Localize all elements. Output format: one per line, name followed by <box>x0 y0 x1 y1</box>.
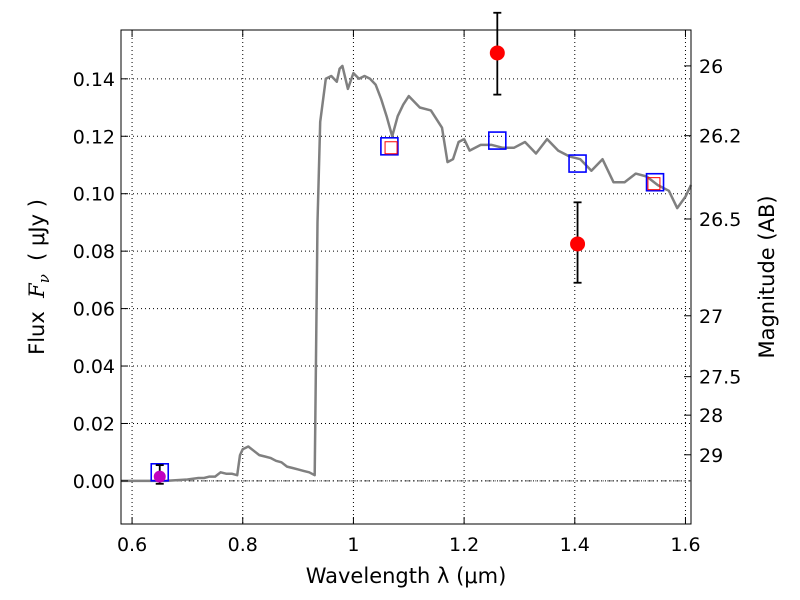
magnitude-tick-label: 28 <box>699 405 723 427</box>
x-tick-labels: 0.6 0.8 1 1.2 1.4 1.6 <box>117 534 701 556</box>
grid-lines <box>121 30 691 524</box>
y-tick-label: 0.04 <box>73 356 115 378</box>
magnitude-tick-labels: 26 26.2 26.5 27 27.5 28 29 <box>699 56 741 467</box>
x-tick-label: 1.4 <box>560 534 590 556</box>
magnitude-tick-label: 26 <box>699 56 723 78</box>
y-tick-label: 0.14 <box>73 69 115 91</box>
model-band-flux-square <box>568 154 587 173</box>
observed-point-faint <box>153 470 166 483</box>
axis-ticks <box>121 30 691 524</box>
magnitude-tick-label: 27.5 <box>699 367 741 389</box>
observed-point <box>489 45 505 61</box>
x-tick-label: 1 <box>347 534 359 556</box>
observed-band-flux-square <box>647 177 661 191</box>
plot-frame <box>120 29 692 525</box>
magnitude-tick-label: 26.5 <box>699 209 741 231</box>
model-band-flux-square <box>380 137 399 156</box>
x-tick-label: 1.6 <box>670 534 700 556</box>
y-tick-labels: 0.00 0.02 0.04 0.06 0.08 0.10 0.12 0.14 <box>73 69 115 493</box>
observed-point <box>570 236 586 252</box>
model-band-flux-square <box>645 172 665 192</box>
y-tick-label: 0.06 <box>73 299 115 321</box>
model-band-flux-square <box>488 131 507 150</box>
x-tick-label: 0.6 <box>117 534 147 556</box>
y-tick-label: 0.02 <box>73 413 115 435</box>
model-spectrum-line <box>121 64 693 483</box>
observed-band-flux-square <box>384 141 398 155</box>
x-tick-label: 1.2 <box>449 534 479 556</box>
y-tick-label: 0.10 <box>73 184 115 206</box>
y-tick-label: 0.00 <box>73 471 115 493</box>
magnitude-tick-label: 29 <box>699 445 723 467</box>
y-axis-label: Flux Fν ( μJy ) <box>25 199 53 355</box>
x-tick-label: 0.8 <box>228 534 258 556</box>
photometry-points <box>150 11 665 485</box>
y-tick-label: 0.08 <box>73 241 115 263</box>
magnitude-tick-label: 27 <box>699 306 723 328</box>
right-axis-label: Magnitude (AB) <box>755 195 779 358</box>
x-axis-label: Wavelength λ (μm) <box>306 564 507 588</box>
y-tick-label: 0.12 <box>73 126 115 148</box>
magnitude-tick-label: 26.2 <box>699 126 741 148</box>
